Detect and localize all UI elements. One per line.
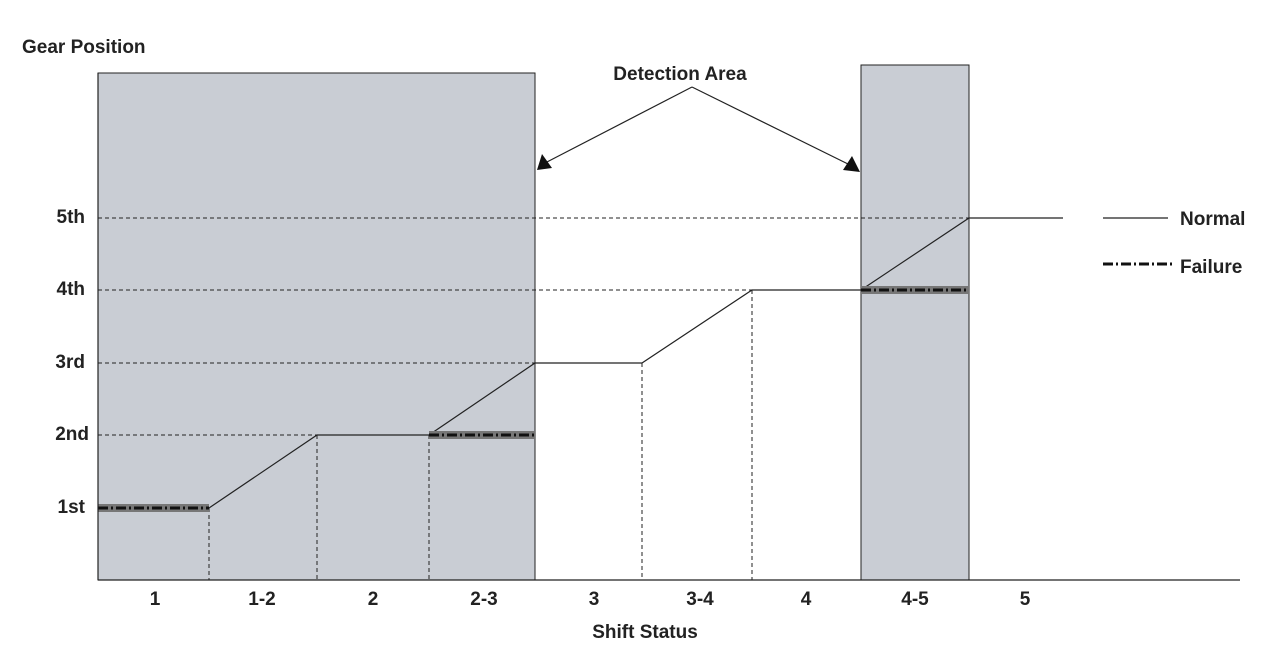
y-label: 4th	[57, 279, 86, 300]
y-axis-title: Gear Position	[22, 37, 146, 58]
x-label: 1-2	[248, 589, 275, 610]
x-label: 3	[589, 589, 600, 610]
y-label: 2nd	[55, 424, 89, 445]
arrow-head	[537, 154, 552, 170]
arrow	[544, 86, 693, 164]
detection-regions	[97, 64, 970, 581]
y-label: 5th	[57, 207, 86, 228]
annotation: Detection Area	[613, 64, 747, 85]
x-labels: 1 1-2 2 2-3 3 3-4 4 4-5 5	[150, 589, 1031, 610]
legend: Normal Failure	[1103, 209, 1245, 278]
x-axis-title: Shift Status	[592, 622, 698, 643]
legend-label: Normal	[1180, 209, 1245, 230]
y-labels: 1st 2nd 3rd 4th 5th	[55, 207, 89, 518]
x-label: 4-5	[901, 589, 929, 610]
arrow	[691, 86, 851, 166]
legend-label: Failure	[1180, 257, 1242, 278]
detection-region	[860, 64, 970, 581]
detection-region	[97, 72, 536, 581]
x-label: 5	[1020, 589, 1031, 610]
y-label: 3rd	[55, 352, 85, 373]
guides	[98, 217, 969, 580]
x-label: 2	[368, 589, 379, 610]
x-label: 2-3	[470, 589, 497, 610]
annotation-arrows	[537, 86, 860, 172]
x-label: 1	[150, 589, 161, 610]
y-label: 1st	[58, 497, 86, 518]
x-label: 4	[801, 589, 812, 610]
normal-line	[208, 217, 1063, 509]
arrow-head	[843, 156, 860, 172]
x-label: 3-4	[686, 589, 714, 610]
failure-segments	[98, 286, 969, 512]
